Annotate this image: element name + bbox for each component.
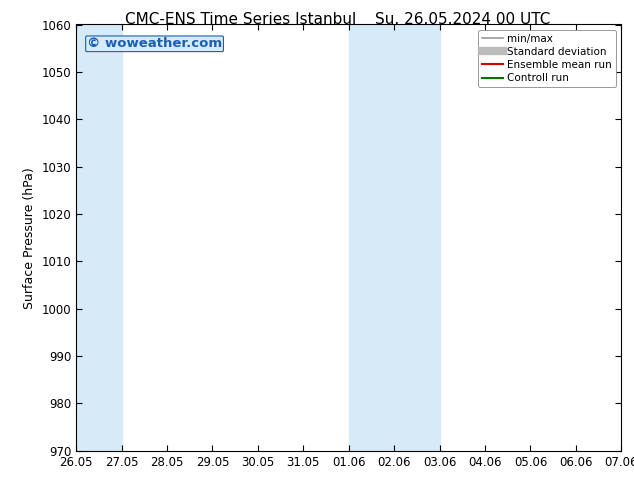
Legend: min/max, Standard deviation, Ensemble mean run, Controll run: min/max, Standard deviation, Ensemble me…: [478, 30, 616, 87]
Text: CMC-ENS Time Series Istanbul: CMC-ENS Time Series Istanbul: [126, 12, 356, 27]
Bar: [394, 24, 439, 451]
Bar: [349, 24, 394, 451]
Text: © woweather.com: © woweather.com: [87, 37, 222, 50]
Bar: [76, 24, 122, 451]
Y-axis label: Surface Pressure (hPa): Surface Pressure (hPa): [23, 167, 36, 309]
Text: Su. 26.05.2024 00 UTC: Su. 26.05.2024 00 UTC: [375, 12, 550, 27]
